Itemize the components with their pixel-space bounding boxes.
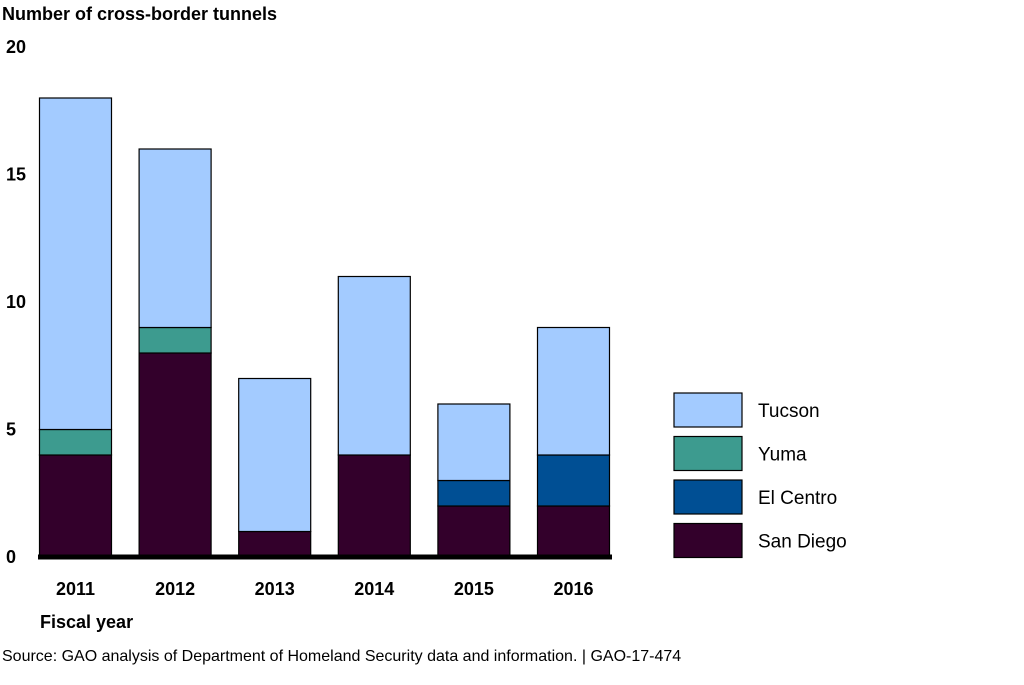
bar-segment-yuma-2012 [138,326,212,354]
legend-swatch-yuma [673,435,743,472]
source-note: Source: GAO analysis of Department of Ho… [2,648,682,665]
bar-segment-el-centro-2016 [536,454,611,507]
y-tick-label: 0 [6,547,16,567]
y-tick-label: 10 [6,292,26,312]
x-tick-label: 2015 [454,579,494,599]
legend-swatch-el-centro [673,479,743,515]
bar-segment-san-diego-2014 [337,454,411,558]
x-tick-label: 2013 [255,579,295,599]
y-tick-label: 15 [6,165,26,185]
legend-swatch-tucson [673,392,743,428]
bar-segment-yuma-2011 [38,428,113,456]
bar-segment-san-diego-2013 [238,530,312,558]
bar-segment-tucson-2016 [536,326,611,456]
bar-segment-san-diego-2016 [536,505,611,558]
legend-label-tucson: Tucson [758,401,820,422]
bar-segment-san-diego-2015 [437,505,511,558]
bar-segment-san-diego-2011 [38,454,113,558]
x-tick-label: 2012 [155,579,195,599]
bar-segment-el-centro-2015 [437,479,511,507]
bar-segment-tucson-2015 [437,403,511,482]
x-axis-title: Fiscal year [40,612,134,632]
x-tick-label: 2011 [56,579,95,599]
y-tick-label: 5 [6,420,16,440]
x-tick-label: 2016 [553,579,593,599]
legend-swatch-san-diego [673,522,743,559]
bar-segment-tucson-2011 [38,97,113,431]
legend-label-yuma: Yuma [758,445,807,466]
legend-label-san-diego: San Diego [758,532,847,553]
bar-segment-san-diego-2012 [138,352,212,558]
bar-segment-tucson-2014 [337,275,411,456]
bar-segment-tucson-2013 [238,377,312,533]
bar-segment-tucson-2012 [138,148,212,329]
x-tick-label: 2014 [354,579,394,599]
legend-label-el-centro: El Centro [758,488,837,509]
y-axis-title: Number of cross-border tunnels [2,4,278,24]
y-tick-label: 20 [6,37,26,57]
